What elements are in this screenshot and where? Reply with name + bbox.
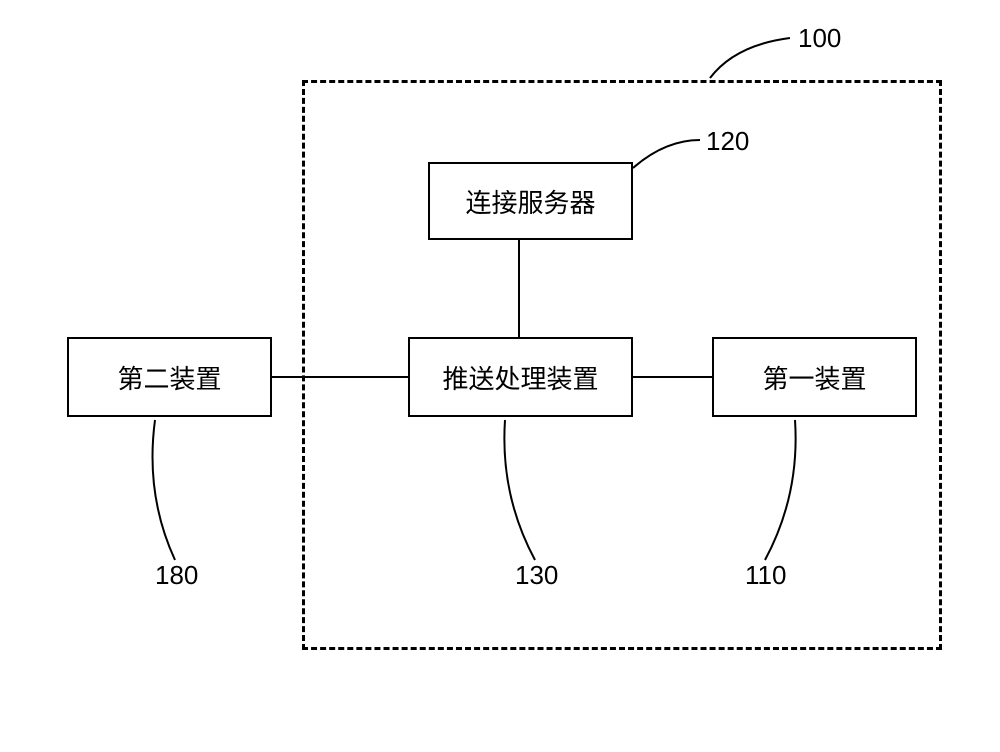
edge-server-to-processor	[518, 240, 520, 337]
ref-label-180: 180	[155, 560, 198, 591]
edge-second-to-processor	[272, 376, 408, 378]
edge-processor-to-first	[633, 376, 712, 378]
leader-180	[0, 0, 1000, 752]
